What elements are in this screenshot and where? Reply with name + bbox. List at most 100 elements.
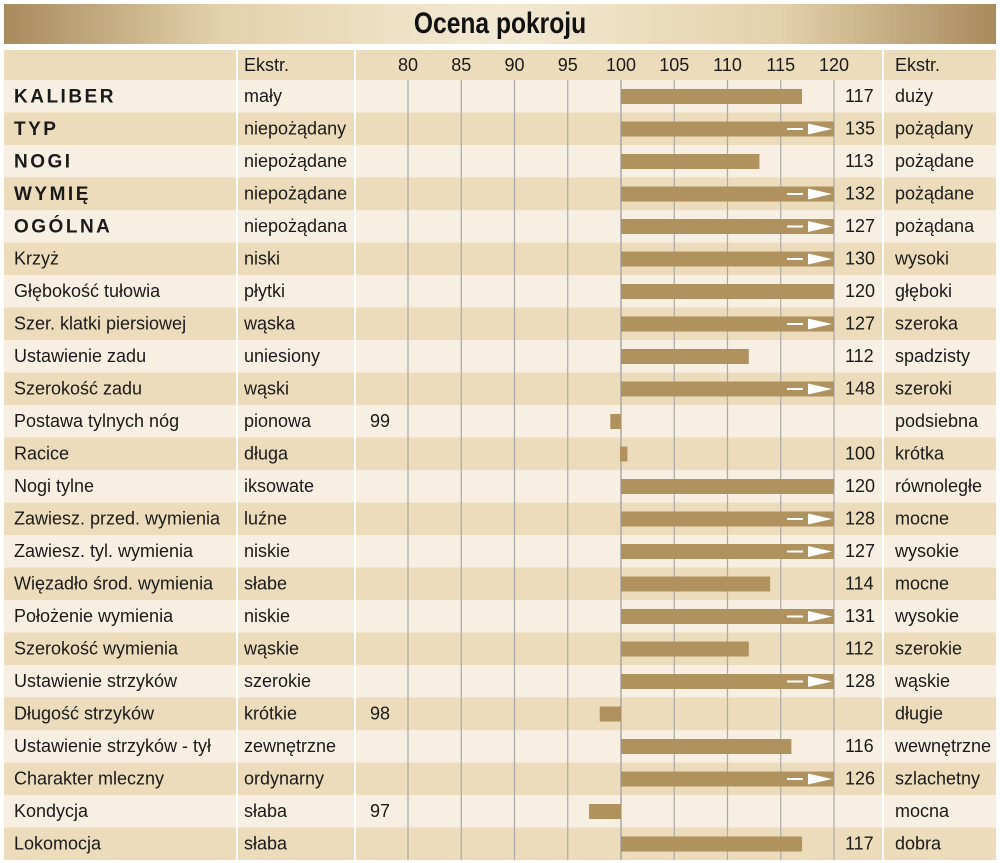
- value-label: 116: [845, 736, 874, 756]
- right-extreme-label: szlachetny: [895, 769, 980, 789]
- trait-label: Szerokość zadu: [14, 379, 142, 399]
- left-extreme-label: długa: [244, 444, 289, 464]
- trait-label: Racice: [14, 444, 69, 464]
- x-tick-label: 95: [558, 55, 578, 75]
- overflow-arrow: [808, 221, 832, 232]
- bar: [621, 739, 792, 754]
- bar: [621, 576, 771, 592]
- trait-label: Lokomocja: [14, 834, 102, 854]
- trait-label: Zawiesz. przed. wymienia: [14, 509, 221, 529]
- right-extreme-label: wewnętrzne: [894, 736, 991, 756]
- overflow-arrow: [808, 546, 832, 557]
- row-band: [4, 567, 996, 600]
- right-extreme-label: pożądane: [895, 184, 974, 204]
- right-extreme-label: spadzisty: [895, 346, 970, 366]
- right-extreme-label: szeroka: [895, 314, 959, 334]
- header-row: [4, 50, 996, 80]
- trait-label: Kondycja: [14, 801, 89, 821]
- title-bar: Ocena pokroju: [4, 4, 996, 44]
- left-extreme-label: niskie: [244, 541, 290, 561]
- header-right-extreme: Ekstr.: [895, 55, 940, 75]
- value-label: 130: [845, 249, 875, 269]
- bar: [589, 804, 621, 819]
- right-extreme-label: podsiebna: [895, 411, 979, 431]
- trait-label: KALIBER: [14, 86, 116, 107]
- row-band: [4, 827, 996, 860]
- value-label: 127: [845, 314, 875, 334]
- trait-label: Krzyż: [14, 249, 59, 269]
- row-band: [4, 730, 996, 763]
- row-band: [4, 145, 996, 178]
- value-label: 127: [845, 216, 875, 236]
- row-band: [4, 340, 996, 373]
- x-tick-label: 110: [713, 55, 742, 75]
- bar: [621, 89, 803, 104]
- bar: [621, 381, 834, 397]
- right-extreme-label: pożądany: [895, 119, 973, 139]
- left-extreme-label: niepożądane: [244, 151, 347, 171]
- value-label: 131: [845, 606, 875, 626]
- right-extreme-label: wąskie: [894, 671, 950, 691]
- value-label: 112: [845, 639, 874, 659]
- overflow-arrow: [808, 253, 832, 265]
- right-extreme-label: długie: [895, 704, 943, 724]
- right-extreme-label: dobra: [895, 834, 942, 854]
- trait-label: Szerokość wymienia: [14, 639, 179, 659]
- value-label: 120: [845, 476, 875, 496]
- bar: [621, 544, 834, 559]
- value-label: 99: [370, 411, 390, 431]
- bar: [621, 219, 834, 234]
- left-extreme-label: wąski: [243, 379, 289, 399]
- value-label: 114: [845, 574, 874, 594]
- overflow-arrow: [808, 773, 832, 785]
- left-extreme-label: krótkie: [244, 704, 297, 724]
- right-extreme-label: duży: [895, 86, 933, 106]
- trait-label: Długość strzyków: [14, 704, 155, 724]
- x-tick-label: 100: [606, 55, 636, 75]
- value-label: 112: [845, 346, 874, 366]
- value-label: 148: [845, 379, 875, 399]
- value-label: 126: [845, 769, 875, 789]
- left-extreme-label: niskie: [244, 606, 290, 626]
- value-label: 117: [845, 834, 874, 854]
- trait-label: Zawiesz. tyl. wymienia: [14, 541, 194, 561]
- value-label: 117: [845, 86, 874, 106]
- trait-label: Szer. klatki piersiowej: [14, 314, 186, 334]
- trait-label: Głębokość tułowia: [14, 281, 161, 301]
- left-extreme-label: słabe: [244, 574, 287, 594]
- right-extreme-label: mocna: [895, 801, 950, 821]
- value-label: 128: [845, 671, 875, 691]
- trait-label: Położenie wymienia: [14, 606, 174, 626]
- trait-label: Nogi tylne: [14, 476, 94, 496]
- bar: [621, 316, 834, 332]
- right-extreme-label: wysokie: [894, 541, 959, 561]
- left-extreme-label: zewnętrzne: [244, 736, 336, 756]
- left-extreme-label: uniesiony: [244, 346, 320, 366]
- bar: [621, 121, 834, 137]
- right-extreme-label: krótka: [895, 444, 945, 464]
- left-extreme-label: pionowa: [244, 411, 312, 431]
- right-extreme-label: pożądana: [895, 216, 975, 236]
- x-tick-label: 80: [398, 55, 418, 75]
- trait-label: OGÓLNA: [14, 215, 112, 237]
- left-extreme-label: słaba: [244, 834, 288, 854]
- trait-label: Ustawienie strzyków: [14, 671, 178, 691]
- right-extreme-label: pożądane: [895, 151, 974, 171]
- value-label: 128: [845, 509, 875, 529]
- left-extreme-label: niski: [244, 249, 280, 269]
- trait-label: NOGI: [14, 151, 73, 172]
- value-label: 120: [845, 281, 875, 301]
- bar: [621, 349, 749, 364]
- left-extreme-label: wąska: [243, 314, 296, 334]
- trait-label: Postawa tylnych nóg: [14, 411, 179, 431]
- right-extreme-label: wysoki: [894, 249, 949, 269]
- overflow-arrow: [808, 318, 832, 330]
- value-label: 113: [845, 151, 874, 171]
- bar: [621, 641, 749, 657]
- left-extreme-label: słaba: [244, 801, 288, 821]
- right-extreme-label: szeroki: [895, 379, 952, 399]
- left-extreme-label: wąskie: [243, 639, 299, 659]
- value-label: 98: [370, 704, 390, 724]
- value-label: 127: [845, 541, 875, 561]
- bar: [621, 836, 803, 852]
